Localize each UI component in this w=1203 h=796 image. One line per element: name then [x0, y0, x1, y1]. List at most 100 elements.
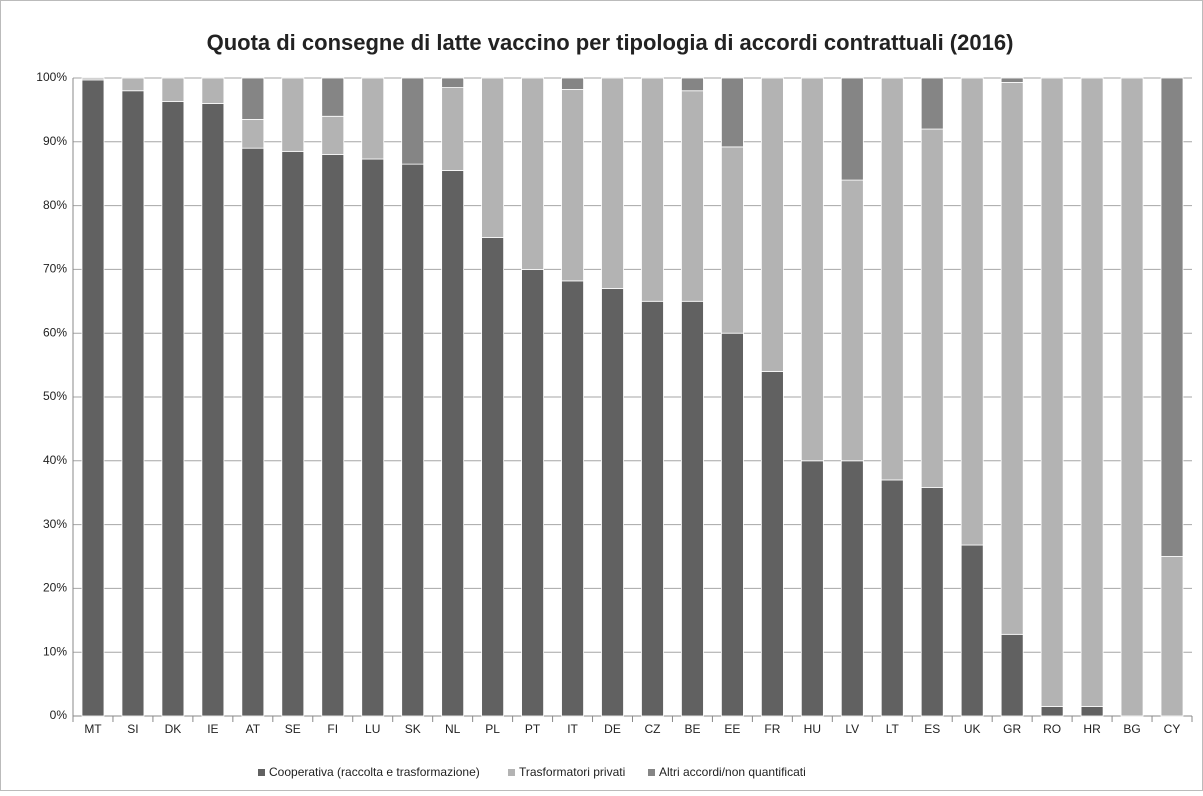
y-tick-label: 100%	[36, 70, 67, 84]
x-tick-label: LT	[886, 722, 900, 736]
x-tick-label: SK	[405, 722, 421, 736]
bar-segment	[800, 77, 824, 462]
bar-segment	[601, 77, 624, 289]
x-tick-label: SI	[127, 722, 138, 736]
bar-segment	[721, 332, 744, 717]
bar-segment	[521, 268, 544, 717]
y-tick-label: 80%	[43, 198, 67, 212]
bar-segment	[281, 77, 305, 152]
bar-segment	[760, 371, 784, 717]
bar-segment	[920, 487, 944, 717]
bar-segment	[1160, 77, 1184, 557]
bar-segment	[81, 77, 105, 81]
bar-segment	[721, 77, 744, 148]
legend-swatch	[258, 769, 265, 776]
bar-segment	[441, 87, 465, 171]
x-tick-label: HU	[804, 722, 821, 736]
bar-segment	[681, 77, 704, 92]
bar-segment	[681, 300, 704, 717]
bar-segment	[481, 237, 505, 717]
y-tick-label: 0%	[50, 708, 68, 722]
x-tick-label: CY	[1164, 722, 1181, 736]
x-tick-label: PT	[525, 722, 541, 736]
bar-segment	[241, 77, 265, 120]
bar-segment	[840, 77, 864, 181]
bar-segment	[1040, 706, 1064, 717]
bar-segment	[241, 119, 265, 149]
bar-segment	[1120, 77, 1144, 717]
bar-segment	[361, 158, 385, 717]
bar-segment	[641, 77, 664, 302]
bar-segment	[121, 90, 145, 717]
bar-segment	[521, 77, 544, 270]
x-tick-label: SE	[285, 722, 301, 736]
x-tick-label: HR	[1083, 722, 1101, 736]
x-tick-label: RO	[1043, 722, 1061, 736]
legend-label: Trasformatori privati	[519, 765, 625, 779]
bar-segment	[321, 77, 345, 117]
x-tick-label: LV	[845, 722, 859, 736]
bar-segment	[441, 170, 465, 717]
x-tick-label: MT	[84, 722, 102, 736]
bar-segment	[321, 154, 345, 717]
bar-segment	[1000, 77, 1024, 83]
bar-segment	[81, 79, 105, 717]
bar-segment	[201, 77, 225, 104]
y-tick-label: 40%	[43, 453, 67, 467]
bar-segment	[920, 128, 944, 488]
x-tick-label: FR	[764, 722, 780, 736]
bar-segment	[561, 89, 584, 282]
bar-segment	[401, 163, 425, 717]
x-tick-label: GR	[1003, 722, 1021, 736]
x-tick-label: IT	[567, 722, 578, 736]
bar-segment	[121, 77, 145, 92]
bar-segment	[441, 77, 465, 88]
y-tick-label: 60%	[43, 325, 67, 339]
x-tick-label: CZ	[644, 722, 660, 736]
x-tick-label: PL	[485, 722, 500, 736]
bar-segment	[241, 147, 265, 717]
legend-swatch	[648, 769, 655, 776]
bar-segment	[760, 77, 784, 372]
bar-segment	[1000, 82, 1024, 635]
chart-title: Quota di consegne di latte vaccino per t…	[207, 30, 1014, 55]
bar-segment	[880, 77, 904, 481]
bar-segment	[840, 179, 864, 462]
bar-segment	[960, 544, 984, 717]
x-tick-label: LU	[365, 722, 380, 736]
bar-segment	[161, 101, 185, 717]
legend-label: Cooperativa (raccolta e trasformazione)	[269, 765, 480, 779]
bar-segment	[880, 479, 904, 717]
bar-segment	[601, 288, 624, 717]
x-tick-label: EE	[724, 722, 740, 736]
bar-segment	[641, 300, 664, 717]
x-tick-label: AT	[246, 722, 261, 736]
bar-segment	[840, 460, 864, 717]
bar-segment	[561, 280, 584, 717]
bar-segment	[1080, 77, 1104, 707]
y-tick-label: 20%	[43, 581, 67, 595]
bar-segment	[1000, 633, 1024, 717]
y-tick-label: 50%	[43, 389, 67, 403]
bar-segment	[800, 460, 824, 717]
y-tick-label: 90%	[43, 134, 67, 148]
legend-swatch	[508, 769, 515, 776]
x-tick-label: NL	[445, 722, 461, 736]
bar-segment	[281, 150, 305, 717]
x-tick-label: IE	[207, 722, 218, 736]
bar-segment	[1040, 77, 1064, 707]
bar-segment	[401, 77, 425, 165]
bar-segment	[321, 115, 345, 155]
x-tick-label: BE	[684, 722, 700, 736]
y-tick-label: 10%	[43, 644, 67, 658]
x-tick-label: ES	[924, 722, 940, 736]
bar-segment	[960, 77, 984, 546]
bar-segment	[201, 103, 225, 717]
bar-segment	[1080, 706, 1104, 717]
bar-segment	[161, 77, 185, 103]
bar-segment	[561, 77, 584, 90]
x-tick-label: UK	[964, 722, 981, 736]
y-tick-label: 30%	[43, 517, 67, 531]
x-tick-label: DE	[604, 722, 621, 736]
